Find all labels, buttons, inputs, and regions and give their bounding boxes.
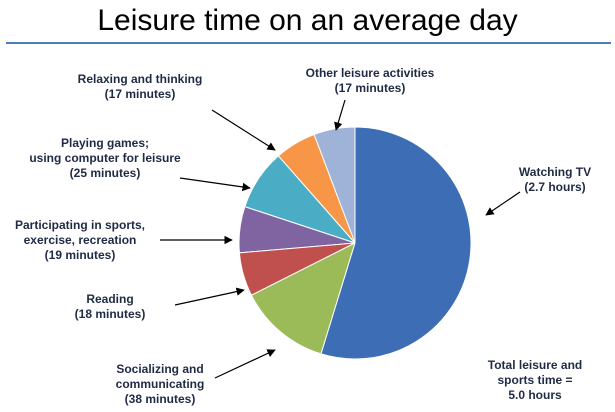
annotation: Total leisure and sports time = 5.0 hour… bbox=[487, 358, 583, 402]
category-label: Participating in sports, exercise, recre… bbox=[14, 218, 146, 247]
value-label: (18 minutes) bbox=[74, 307, 146, 321]
arrow bbox=[485, 191, 521, 216]
category-label: Reading bbox=[86, 292, 134, 306]
category-label: Other leisure activities bbox=[305, 66, 435, 80]
slice-label: Other leisure activities (17 minutes) bbox=[290, 66, 450, 96]
slice-label: Playing games; using computer for leisur… bbox=[5, 136, 205, 181]
pie-slice bbox=[320, 126, 472, 360]
category-label: Socializing and communicating bbox=[115, 362, 205, 391]
slice-label: Socializing and communicating (38 minutes… bbox=[90, 362, 230, 407]
value-label: (38 minutes) bbox=[124, 392, 196, 406]
value-label: (17 minutes) bbox=[334, 81, 406, 95]
slice-label: Participating in sports, exercise, recre… bbox=[0, 218, 160, 263]
arrow bbox=[334, 99, 346, 131]
value-label: (17 minutes) bbox=[104, 87, 176, 101]
slice-label: Relaxing and thinking (17 minutes) bbox=[60, 72, 220, 102]
category-label: Watching TV bbox=[518, 165, 592, 179]
title-rule bbox=[6, 42, 611, 44]
value-label: (19 minutes) bbox=[44, 248, 116, 262]
value-label: (2.7 hours) bbox=[524, 180, 586, 194]
chart-title: Leisure time on an average day bbox=[97, 4, 518, 37]
arrow bbox=[174, 287, 245, 306]
arrow bbox=[179, 177, 251, 192]
slice-label: Watching TV (2.7 hours) bbox=[500, 165, 610, 195]
arrows bbox=[160, 99, 521, 379]
category-label: Relaxing and thinking bbox=[77, 72, 203, 86]
arrow bbox=[211, 109, 276, 151]
slice-label: Reading (18 minutes) bbox=[50, 292, 170, 322]
value-label: (25 minutes) bbox=[69, 166, 141, 180]
arrow bbox=[214, 349, 276, 379]
category-label: Playing games; using computer for leisur… bbox=[29, 136, 181, 165]
